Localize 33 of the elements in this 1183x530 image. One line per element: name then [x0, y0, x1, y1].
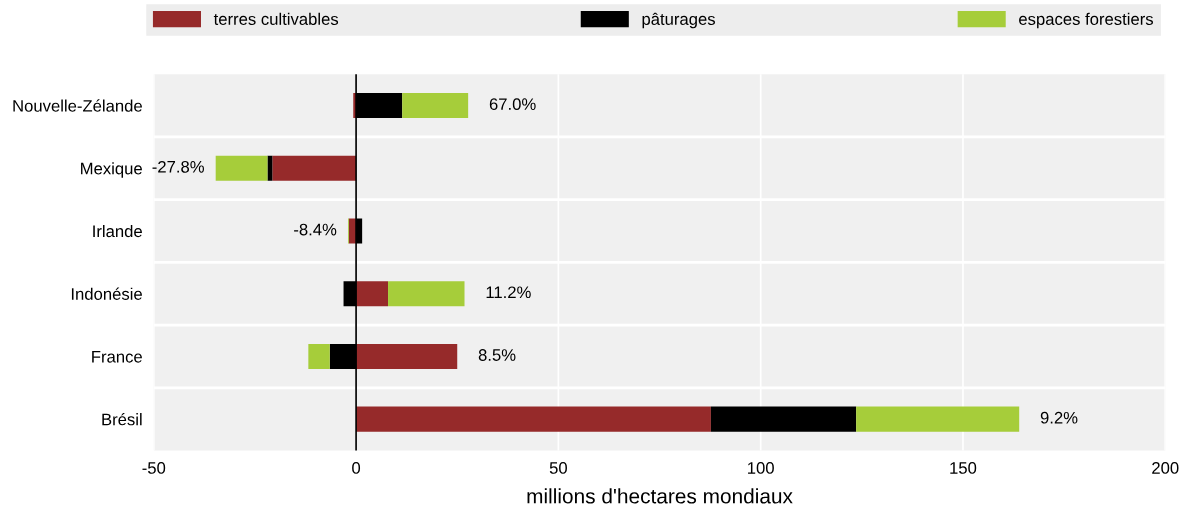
- y-tick-label: Irlande: [93, 224, 142, 238]
- bar: [402, 93, 469, 119]
- bar: [856, 406, 1020, 432]
- y-tick-label: Nouvelle-Zélande: [13, 99, 142, 112]
- bar: [356, 406, 711, 432]
- x-tick-label: 50: [549, 462, 567, 474]
- x-tick-label: -50: [142, 462, 166, 474]
- bar: [356, 281, 389, 307]
- annotation: -8.4%: [294, 223, 337, 236]
- x-axis-title: millions d'hectares mondiaux: [527, 488, 793, 504]
- y-tick-label: Mexique: [81, 162, 142, 178]
- bar: [272, 155, 357, 181]
- x-tick-label: 100: [748, 462, 774, 474]
- y-tick-label: Indonésie: [71, 287, 142, 300]
- bar: [710, 406, 857, 432]
- annotation: -27.8%: [152, 160, 204, 173]
- legend-label: espaces forestiers: [1019, 12, 1153, 29]
- legend-label: terres cultivables: [213, 12, 339, 25]
- bar: [388, 281, 465, 307]
- bar: [356, 343, 458, 369]
- x-tick-label: 150: [950, 462, 977, 474]
- bar: [308, 343, 330, 369]
- y-tick-label: France: [92, 351, 142, 363]
- y-tick-label: Brésil: [102, 412, 142, 426]
- bar: [215, 155, 268, 181]
- x-tick-label: 0: [352, 462, 361, 474]
- annotation: 11.2%: [486, 286, 531, 299]
- x-tick-label: 200: [1152, 462, 1179, 474]
- legend-label: pâturages: [642, 12, 715, 29]
- annotation: 67.0%: [489, 98, 536, 111]
- bar: [267, 155, 273, 181]
- annotation: 8.5%: [478, 349, 516, 361]
- annotation: 9.2%: [1040, 411, 1078, 424]
